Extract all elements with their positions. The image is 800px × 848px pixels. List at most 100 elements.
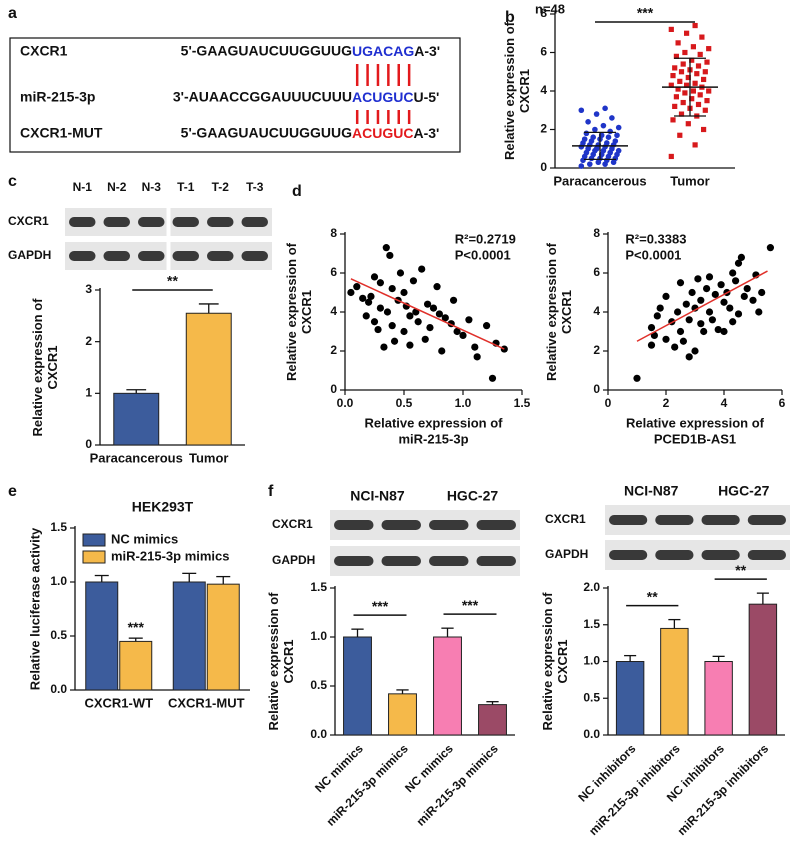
sequence-prefix: 5'-GAAGUAUCUUGGUUG <box>181 125 352 141</box>
data-point <box>615 124 622 131</box>
data-point <box>670 117 676 123</box>
lane-label: N-1 <box>73 180 93 194</box>
y-tick-label: 1 <box>85 386 92 400</box>
data-point <box>670 73 676 79</box>
blot-band <box>701 515 740 525</box>
data-point <box>673 94 679 100</box>
x-tick-label: Paracancerous <box>90 450 183 465</box>
bar <box>478 704 507 736</box>
y-tick-label: 0 <box>593 382 600 396</box>
data-point <box>688 288 696 297</box>
y-tick-label: 0.0 <box>583 727 600 741</box>
significance-label: ** <box>735 562 746 578</box>
data-point <box>682 90 688 96</box>
blot-band <box>138 251 165 261</box>
group-label: HGC-27 <box>447 488 499 504</box>
data-point <box>726 304 734 312</box>
legend-label: miR-215-3p mimics <box>111 548 230 563</box>
data-point <box>587 161 593 167</box>
bar <box>615 661 645 736</box>
data-point <box>607 128 613 135</box>
data-point <box>695 101 702 108</box>
data-point <box>668 153 674 160</box>
data-point <box>697 92 703 98</box>
y-tick-label: 0 <box>540 160 547 174</box>
bar <box>85 581 119 691</box>
data-point <box>609 115 615 121</box>
sequence-name: CXCR1-MUT <box>20 125 103 141</box>
blot-band <box>476 556 516 566</box>
x-tick-label: 1.0 <box>455 396 472 410</box>
sequence-suffix: A-3' <box>413 125 439 141</box>
data-point <box>585 119 591 125</box>
lane-label: N-2 <box>107 180 127 194</box>
data-point <box>633 374 641 382</box>
data-point <box>418 265 426 273</box>
significance-label: ** <box>647 588 658 604</box>
blot-row-label: GAPDH <box>8 248 51 262</box>
data-point <box>488 374 497 382</box>
blot-row-label: GAPDH <box>545 547 588 561</box>
data-point <box>711 290 719 299</box>
data-point <box>720 327 728 336</box>
data-point <box>685 316 693 324</box>
legend-label: NC mimics <box>111 531 178 546</box>
data-point <box>406 312 414 320</box>
data-point <box>680 61 686 67</box>
blot-row-label: CXCR1 <box>8 214 49 228</box>
sequence-name: miR-215-3p <box>20 89 95 105</box>
data-point <box>697 320 705 328</box>
x-axis-label: Relative expression of <box>626 415 765 430</box>
blot-band <box>172 251 199 261</box>
x-tick-label: miR-215-3p mimics <box>414 741 501 828</box>
x-tick-label: 4 <box>721 396 728 410</box>
y-tick-label: 0.5 <box>583 690 600 704</box>
data-point <box>614 132 620 139</box>
data-point <box>674 308 682 316</box>
blot-band <box>609 550 648 560</box>
legend-swatch <box>82 550 106 564</box>
panel-label: c <box>8 173 17 190</box>
data-point <box>699 34 705 40</box>
data-point <box>380 343 388 351</box>
y-tick-label: 2 <box>593 343 600 357</box>
blot-band <box>138 217 165 227</box>
y-tick-label: 6 <box>540 45 547 59</box>
blot-band <box>701 550 740 560</box>
data-point <box>679 337 688 345</box>
data-point <box>426 324 434 332</box>
data-point <box>706 46 712 52</box>
data-point <box>737 253 746 261</box>
y-tick-label: 1.5 <box>583 617 600 631</box>
bar <box>388 693 417 736</box>
data-point <box>376 279 384 287</box>
data-point <box>705 273 714 281</box>
data-point <box>692 142 698 148</box>
y-tick-label: 2 <box>540 122 547 136</box>
bar <box>704 661 733 736</box>
data-point <box>697 296 705 304</box>
data-point <box>362 312 370 320</box>
group-label: HGC-27 <box>718 483 770 499</box>
data-point <box>706 88 712 94</box>
data-point <box>353 283 361 291</box>
blot-band <box>381 556 421 566</box>
data-point <box>424 300 432 308</box>
data-point <box>682 300 690 308</box>
x-tick-label: 0.0 <box>337 396 354 410</box>
data-point <box>465 316 473 324</box>
blot-band <box>655 550 694 560</box>
blot-row-label: GAPDH <box>272 553 315 567</box>
lane-label: T-1 <box>177 180 195 194</box>
y-tick-label: 0.5 <box>50 628 67 642</box>
data-point <box>367 292 375 300</box>
data-point <box>668 82 674 88</box>
data-point <box>600 122 607 129</box>
data-point <box>676 327 685 336</box>
data-point <box>678 111 685 117</box>
data-point <box>388 285 396 293</box>
blot-band <box>103 217 130 227</box>
data-point <box>705 308 714 316</box>
data-point <box>690 44 696 50</box>
x-tick-label: CXCR1-WT <box>84 695 153 710</box>
